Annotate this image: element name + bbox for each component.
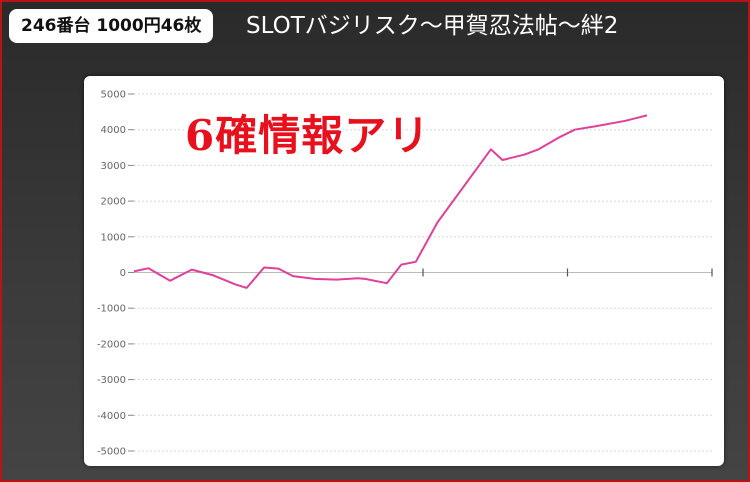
y-tick-label: -3000 [97,375,126,386]
y-tick-label: 0 [120,268,126,279]
machine-info-badge: 246番台 1000円46枚 [9,9,214,43]
y-tick-label: -5000 [97,447,126,458]
y-tick-label: -4000 [97,411,126,422]
y-tick-label: -1000 [97,304,126,315]
chart-card: 5000 4000 3000 2000 1000 0 -1000 -2000 -3000 -400… [84,76,724,466]
slump-chart: 5000 4000 3000 2000 1000 0 -1000 -2000 -3000 -400… [97,90,713,458]
series-line [133,114,648,289]
y-tick-label: -2000 [97,339,126,350]
y-tick-label: 4000 [101,125,126,136]
y-tick-label: 3000 [101,161,126,172]
header: 246番台 1000円46枚 SLOTバジリスク〜甲賀忍法帖〜絆2 [2,2,748,46]
y-tick-label: 1000 [101,232,126,243]
machine-title: SLOTバジリスク〜甲賀忍法帖〜絆2 [246,13,619,39]
y-tick-label: 2000 [101,197,126,208]
y-tick-label: 5000 [101,90,126,101]
overlay-label: 6確情報アリ [185,111,431,160]
